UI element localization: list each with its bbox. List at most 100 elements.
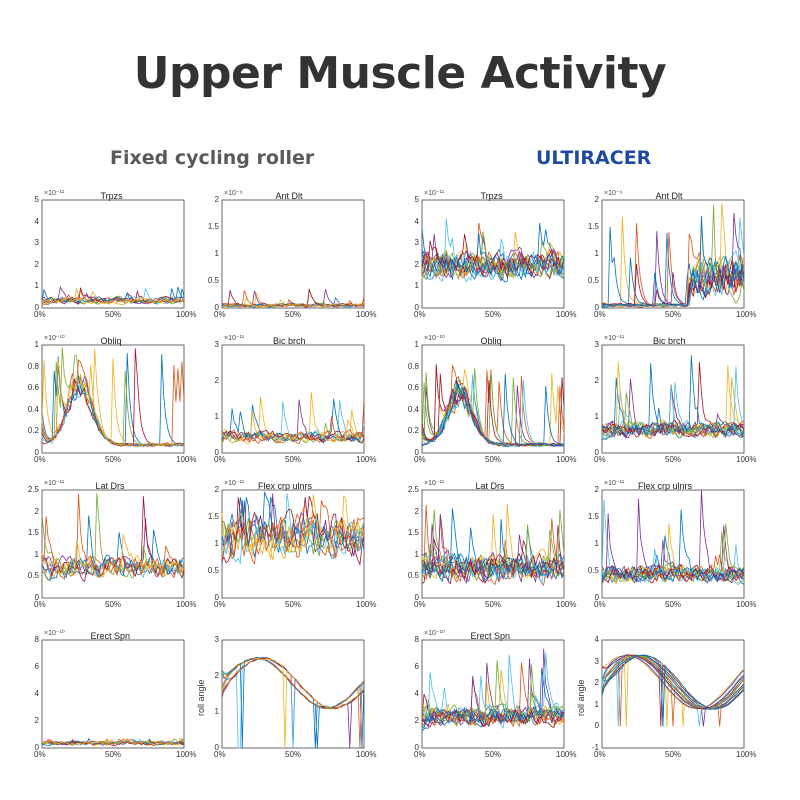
plot-area bbox=[421, 639, 565, 749]
y-tick-label: 1 bbox=[34, 549, 39, 559]
x-tick-label: 100% bbox=[176, 310, 197, 319]
y-tick-label: 8 bbox=[34, 635, 39, 644]
x-tick-label: 50% bbox=[105, 455, 122, 464]
series-line bbox=[421, 234, 565, 279]
chart-title: Bic brch bbox=[653, 336, 686, 346]
plot-area bbox=[601, 639, 745, 749]
chart-fixed-bicbrch: 0 1 2 3 0% 50% 100% Bic brch ×10⁻¹¹ bbox=[210, 335, 380, 475]
series-line bbox=[221, 496, 365, 567]
plot-area bbox=[41, 199, 185, 309]
x-tick-label: 0% bbox=[34, 600, 46, 609]
series-line bbox=[601, 654, 745, 727]
chart-title: Bic brch bbox=[273, 336, 306, 346]
series-line bbox=[221, 493, 365, 557]
series-line bbox=[601, 654, 745, 727]
series-line bbox=[221, 391, 365, 445]
y-tick-label: 1 bbox=[594, 412, 599, 421]
chart-ultiracer-bicbrch: 0 1 2 3 0% 50% 100% Bic brch ×10⁻¹¹ bbox=[590, 335, 760, 475]
y-tick-label: 1.5 bbox=[207, 512, 219, 521]
series-line bbox=[421, 514, 565, 584]
axis-exponent: ×10⁻¹¹ bbox=[44, 190, 65, 197]
y-tick-label: 1 bbox=[414, 549, 419, 559]
y-tick-label: 0 bbox=[594, 721, 599, 731]
x-tick-label: 100% bbox=[356, 750, 377, 759]
left-column-header: Fixed cycling roller bbox=[110, 147, 315, 169]
y-tick-label: 3 bbox=[594, 340, 599, 349]
x-tick-label: 50% bbox=[105, 310, 122, 319]
y-tick-label: 3 bbox=[214, 340, 219, 349]
axis-exponent: ×10⁻¹⁰ bbox=[424, 335, 445, 342]
x-tick-label: 0% bbox=[594, 750, 606, 759]
y-tick-label: 0.5 bbox=[587, 276, 599, 285]
axis-exponent: ×10⁻¹⁰ bbox=[44, 630, 65, 637]
y-tick-label: 0 bbox=[414, 303, 419, 312]
y-tick-label: 3 bbox=[414, 238, 419, 248]
y-tick-label: 0 bbox=[34, 743, 39, 752]
y-tick-label: 2 bbox=[594, 485, 599, 494]
chart-title: Ant Dlt bbox=[655, 191, 683, 201]
y-tick-label: 3 bbox=[594, 656, 599, 666]
x-tick-label: 0% bbox=[214, 750, 226, 759]
axis-exponent: ×10⁻¹⁰ bbox=[44, 335, 65, 342]
y-tick-label: 4 bbox=[34, 689, 39, 698]
x-tick-label: 0% bbox=[414, 750, 426, 759]
right-column-header: ULTIRACER bbox=[536, 147, 652, 169]
y-tick-label: 0 bbox=[34, 448, 39, 457]
axis-exponent: ×10⁻¹¹ bbox=[424, 480, 445, 487]
chart-ultiracer-antdlt: 0 0.5 1 1.5 2 0% 50% 100% Ant Dlt ×10⁻⁹ bbox=[587, 190, 760, 330]
y-tick-label: 3 bbox=[214, 635, 219, 644]
y-tick-label: 2 bbox=[214, 671, 219, 680]
chart-fixed-rollangle: 0 1 2 3 0% 50% 100% roll angle bbox=[196, 630, 380, 770]
y-tick-label: 0.6 bbox=[407, 383, 419, 393]
y-tick-label: 0.5 bbox=[407, 571, 419, 581]
series-line bbox=[601, 548, 745, 585]
y-axis-label: roll angle bbox=[576, 679, 586, 716]
y-tick-label: 2.5 bbox=[407, 485, 419, 494]
plot-area bbox=[41, 639, 185, 749]
y-tick-label: 0 bbox=[34, 593, 39, 602]
x-tick-label: 50% bbox=[665, 310, 682, 319]
x-tick-label: 100% bbox=[176, 600, 197, 609]
y-tick-label: 0 bbox=[214, 448, 219, 457]
y-tick-label: 1 bbox=[414, 281, 419, 291]
y-tick-label: 0.5 bbox=[207, 276, 219, 285]
chart-title: Ant Dlt bbox=[275, 191, 303, 201]
series-line bbox=[41, 534, 185, 579]
chart-fixed-obliq: 0 0.2 0.4 0.6 0.8 1 0% 50% 100% Obliq ×10⁻¹⁰ bbox=[28, 335, 200, 475]
chart-title: Lat Drs bbox=[95, 481, 125, 491]
x-tick-label: 0% bbox=[34, 750, 46, 759]
y-tick-label: 6 bbox=[34, 662, 39, 671]
y-tick-label: 0 bbox=[214, 303, 219, 312]
series-line bbox=[41, 739, 185, 747]
y-tick-label: 2 bbox=[34, 716, 39, 725]
y-tick-label: 4 bbox=[414, 689, 419, 698]
y-tick-label: 1 bbox=[594, 699, 599, 709]
series-line bbox=[601, 564, 745, 584]
y-tick-label: 0.5 bbox=[207, 566, 219, 575]
x-tick-label: 50% bbox=[105, 750, 122, 759]
x-tick-label: 100% bbox=[556, 750, 577, 759]
axis-exponent: ×10⁻¹¹ bbox=[604, 480, 625, 487]
y-tick-label: 2 bbox=[414, 716, 419, 725]
y-tick-label: 4 bbox=[34, 216, 39, 226]
series-line bbox=[421, 373, 565, 447]
series-line bbox=[421, 364, 565, 447]
x-tick-label: 50% bbox=[665, 455, 682, 464]
y-tick-label: 2.5 bbox=[27, 485, 39, 494]
x-tick-label: 100% bbox=[176, 455, 197, 464]
chart-ultiracer-trpzs: 0 1 2 3 4 5 0% 50% 100% Trpzs ×10⁻¹¹ bbox=[410, 190, 580, 330]
y-tick-label: 1 bbox=[214, 249, 219, 258]
series-line bbox=[601, 654, 745, 710]
x-tick-label: 0% bbox=[414, 455, 426, 464]
chart-title: Obliq bbox=[480, 336, 502, 346]
y-tick-label: -1 bbox=[591, 743, 599, 752]
x-tick-label: 0% bbox=[214, 455, 226, 464]
y-tick-label: 2 bbox=[594, 195, 599, 204]
x-tick-label: 100% bbox=[556, 600, 577, 609]
series-line bbox=[601, 654, 745, 727]
chart-ultiracer-erectspn: 0 2 4 6 8 0% 50% 100% Erect Spn ×10⁻¹⁰ bbox=[410, 630, 580, 770]
plot-area bbox=[421, 344, 565, 454]
plot-area bbox=[601, 489, 745, 599]
x-tick-label: 50% bbox=[285, 750, 302, 759]
x-tick-label: 100% bbox=[736, 310, 757, 319]
